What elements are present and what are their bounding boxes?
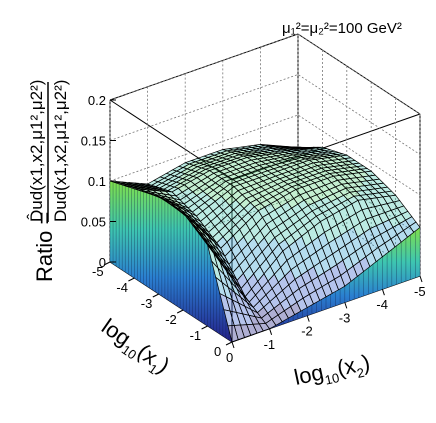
z-axis-denominator: Dud(x1,x2,μ1²,μ2²)	[51, 80, 70, 222]
z-tick-label: 0.15	[81, 134, 106, 149]
y-tick-label: 0	[226, 350, 233, 365]
y-axis-label: log10(x2)	[292, 349, 373, 393]
x-tick-label: -3	[141, 296, 153, 311]
x-tick-mark	[202, 326, 208, 329]
y-tick-mark	[345, 302, 347, 308]
y-axis-label-base: log	[292, 359, 326, 390]
svg-text:log10(x1): log10(x1)	[95, 314, 174, 382]
z-gridline	[110, 75, 420, 155]
y-tick-mark	[382, 289, 384, 295]
y-tick-label: -2	[301, 324, 313, 339]
x-tick-mark	[128, 278, 134, 281]
y-tick-mark	[270, 329, 272, 335]
y-tick-label: -4	[376, 297, 388, 312]
z-gridline	[110, 34, 420, 114]
x-axis-label: log10(x1)	[95, 314, 174, 382]
y-tick-mark	[232, 342, 234, 348]
y-tick-label: -1	[264, 337, 276, 352]
x-tick-mark	[177, 310, 183, 313]
x-tick-mark	[153, 294, 159, 297]
z-tick-label: 0.05	[81, 215, 106, 230]
x-tick-label: -1	[190, 328, 202, 343]
y-tick-label: -5	[414, 284, 426, 299]
chart-title: μ₁²=μ₂²=100 GeV²	[282, 20, 402, 37]
z-axis-numerator: D̂ud(x1,x2,μ1²,μ2²)	[26, 80, 46, 222]
x-tick-label: -4	[116, 280, 128, 295]
z-axis-label: Ratio = D̂ud(x1,x2,μ1²,μ2²) Dud(x1,x2,μ1…	[26, 80, 70, 282]
x-tick-label: -2	[165, 312, 177, 327]
x-tick-label: 0	[214, 344, 221, 359]
z-tick-label: 0	[99, 255, 106, 270]
x-tick-mark	[226, 342, 232, 345]
svg-text:log10(x2): log10(x2)	[292, 349, 373, 393]
y-tick-label: -3	[339, 310, 351, 325]
z-tick-label: 0.1	[88, 174, 106, 189]
z-tick-label: 0.2	[88, 93, 106, 108]
y-tick-mark	[307, 316, 309, 322]
y-tick-mark	[420, 276, 422, 282]
